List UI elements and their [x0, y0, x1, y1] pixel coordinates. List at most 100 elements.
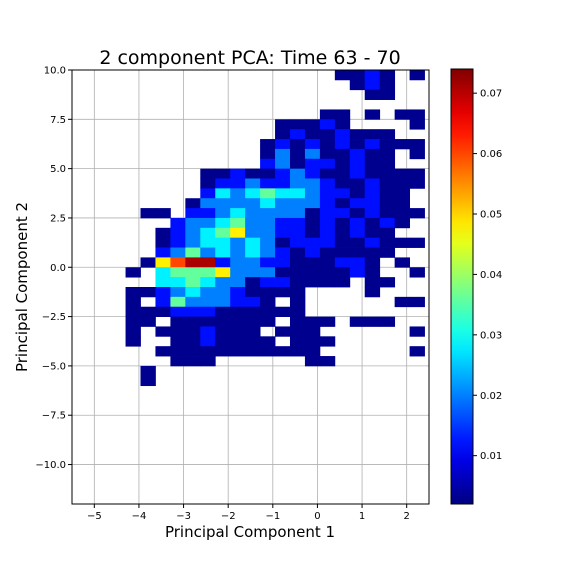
x-tick-label: −4: [132, 511, 147, 522]
heatmap-cell: [379, 168, 396, 179]
heatmap-cell: [379, 70, 396, 81]
heatmap-cell: [125, 306, 141, 317]
heatmap-cell: [230, 287, 246, 298]
heatmap-cell: [304, 119, 321, 130]
heatmap-cell: [260, 296, 276, 308]
y-tick-label: 7.5: [50, 115, 66, 126]
heatmap-cell: [185, 287, 201, 298]
heatmap-cell: [394, 188, 410, 199]
heatmap-cell: [155, 237, 171, 248]
heatmap-cell: [275, 306, 291, 317]
colorbar-tick-label: 0.03: [480, 330, 502, 341]
heatmap-cell: [349, 158, 366, 170]
heatmap-cell: [394, 168, 410, 179]
heatmap-cell: [409, 119, 425, 130]
heatmap-cell: [275, 148, 291, 160]
heatmap-cell: [215, 237, 231, 248]
heatmap-cell: [379, 188, 396, 199]
heatmap-cell: [260, 336, 276, 347]
colorbar-tick-label: 0.04: [480, 270, 502, 281]
heatmap-cell: [140, 375, 156, 387]
heatmap-cell: [260, 139, 276, 150]
heatmap-cell: [334, 109, 351, 120]
plot-area: −5 −4 −3 −2 −1 0 1 2 −10.0 −7.5 −5.0 −2.5 0.0 2.5 5.0 7…: [35, 66, 430, 522]
heatmap-cell: [334, 208, 351, 219]
heatmap-cell: [409, 109, 425, 120]
heatmap-cell: [334, 217, 351, 229]
heatmap-cell: [260, 316, 276, 327]
heatmap-cell: [304, 247, 321, 258]
colorbar: 0.01 0.02 0.03 0.04 0.05 0.06 0.07: [450, 68, 502, 505]
heatmap-cell: [319, 247, 336, 258]
heatmap-cell: [230, 306, 246, 317]
x-axis-title: Principal Component 1: [165, 523, 335, 541]
heatmap-cell: [215, 287, 231, 298]
heatmap-cell: [140, 257, 156, 268]
heatmap-cell: [185, 208, 201, 219]
heatmap-cell: [289, 168, 306, 179]
heatmap-cell: [364, 70, 381, 81]
heatmap-cell: [289, 247, 306, 258]
heatmap-cell: [304, 257, 321, 268]
heatmap-cell: [349, 227, 366, 239]
heatmap-cell: [364, 148, 381, 160]
heatmap-cell: [185, 316, 201, 327]
heatmap-cell: [409, 148, 425, 160]
heatmap-cell: [185, 296, 201, 308]
heatmap-cell: [125, 287, 141, 298]
heatmap-cell: [334, 158, 351, 170]
heatmap-cell: [155, 287, 171, 298]
heatmap-cell: [334, 198, 351, 209]
heatmap-cell: [409, 237, 425, 248]
x-axis-ticks: −5 −4 −3 −2 −1 0 1 2: [87, 504, 410, 522]
colorbar-tick-label: 0.02: [480, 391, 502, 402]
colorbar-gradient: [451, 69, 473, 504]
heatmap-cell: [215, 198, 231, 209]
heatmap-cell: [215, 168, 231, 179]
heatmap-cell: [185, 336, 201, 347]
heatmap-cell: [245, 296, 261, 308]
heatmap-cell: [245, 168, 261, 179]
heatmap-cell: [304, 188, 321, 199]
heatmap-cell: [260, 277, 276, 288]
heatmap-cell: [275, 287, 291, 298]
heatmap-cell: [275, 178, 291, 189]
y-axis-ticks: −10.0 −7.5 −5.0 −2.5 0.0 2.5 5.0 7.5 10.0: [35, 66, 72, 471]
heatmap-cell: [230, 326, 246, 337]
heatmap-cell: [230, 257, 246, 268]
heatmap-cell: [304, 158, 321, 170]
heatmap-cell: [304, 139, 321, 150]
heatmap-cell: [349, 208, 366, 219]
heatmap-cell: [260, 198, 276, 209]
heatmap-cell: [245, 277, 261, 288]
heatmap-cell: [364, 178, 381, 189]
heatmap-cell: [125, 316, 141, 327]
heatmap-cell: [245, 326, 261, 337]
heatmap-cell: [260, 208, 276, 219]
heatmap-cell: [319, 188, 336, 199]
heatmap-cell: [260, 237, 276, 248]
heatmap-cell: [215, 227, 231, 239]
heatmap-cell: [200, 277, 216, 288]
heatmap-cell: [200, 326, 216, 337]
heatmap-cell: [379, 247, 396, 258]
heatmap-cell: [349, 198, 366, 209]
heatmap-cell: [185, 237, 201, 248]
heatmap-cell: [364, 287, 381, 298]
heatmap-cell: [275, 346, 291, 357]
heatmap-cell: [319, 257, 336, 268]
heatmap-cell: [155, 346, 171, 357]
heatmap-cell: [155, 277, 171, 288]
heatmap-cell: [319, 198, 336, 209]
heatmap-cell: [334, 267, 351, 278]
heatmap-cell: [200, 217, 216, 229]
heatmap-cell: [275, 267, 291, 278]
heatmap-cell: [200, 208, 216, 219]
heatmap-cell: [409, 178, 425, 189]
y-tick-label: −5.0: [42, 361, 66, 372]
heatmap-cell: [275, 277, 291, 288]
heatmap-cell: [155, 257, 171, 268]
heatmap-cell: [289, 346, 306, 357]
heatmap-cell: [319, 356, 336, 367]
heatmap-cell: [379, 208, 396, 219]
